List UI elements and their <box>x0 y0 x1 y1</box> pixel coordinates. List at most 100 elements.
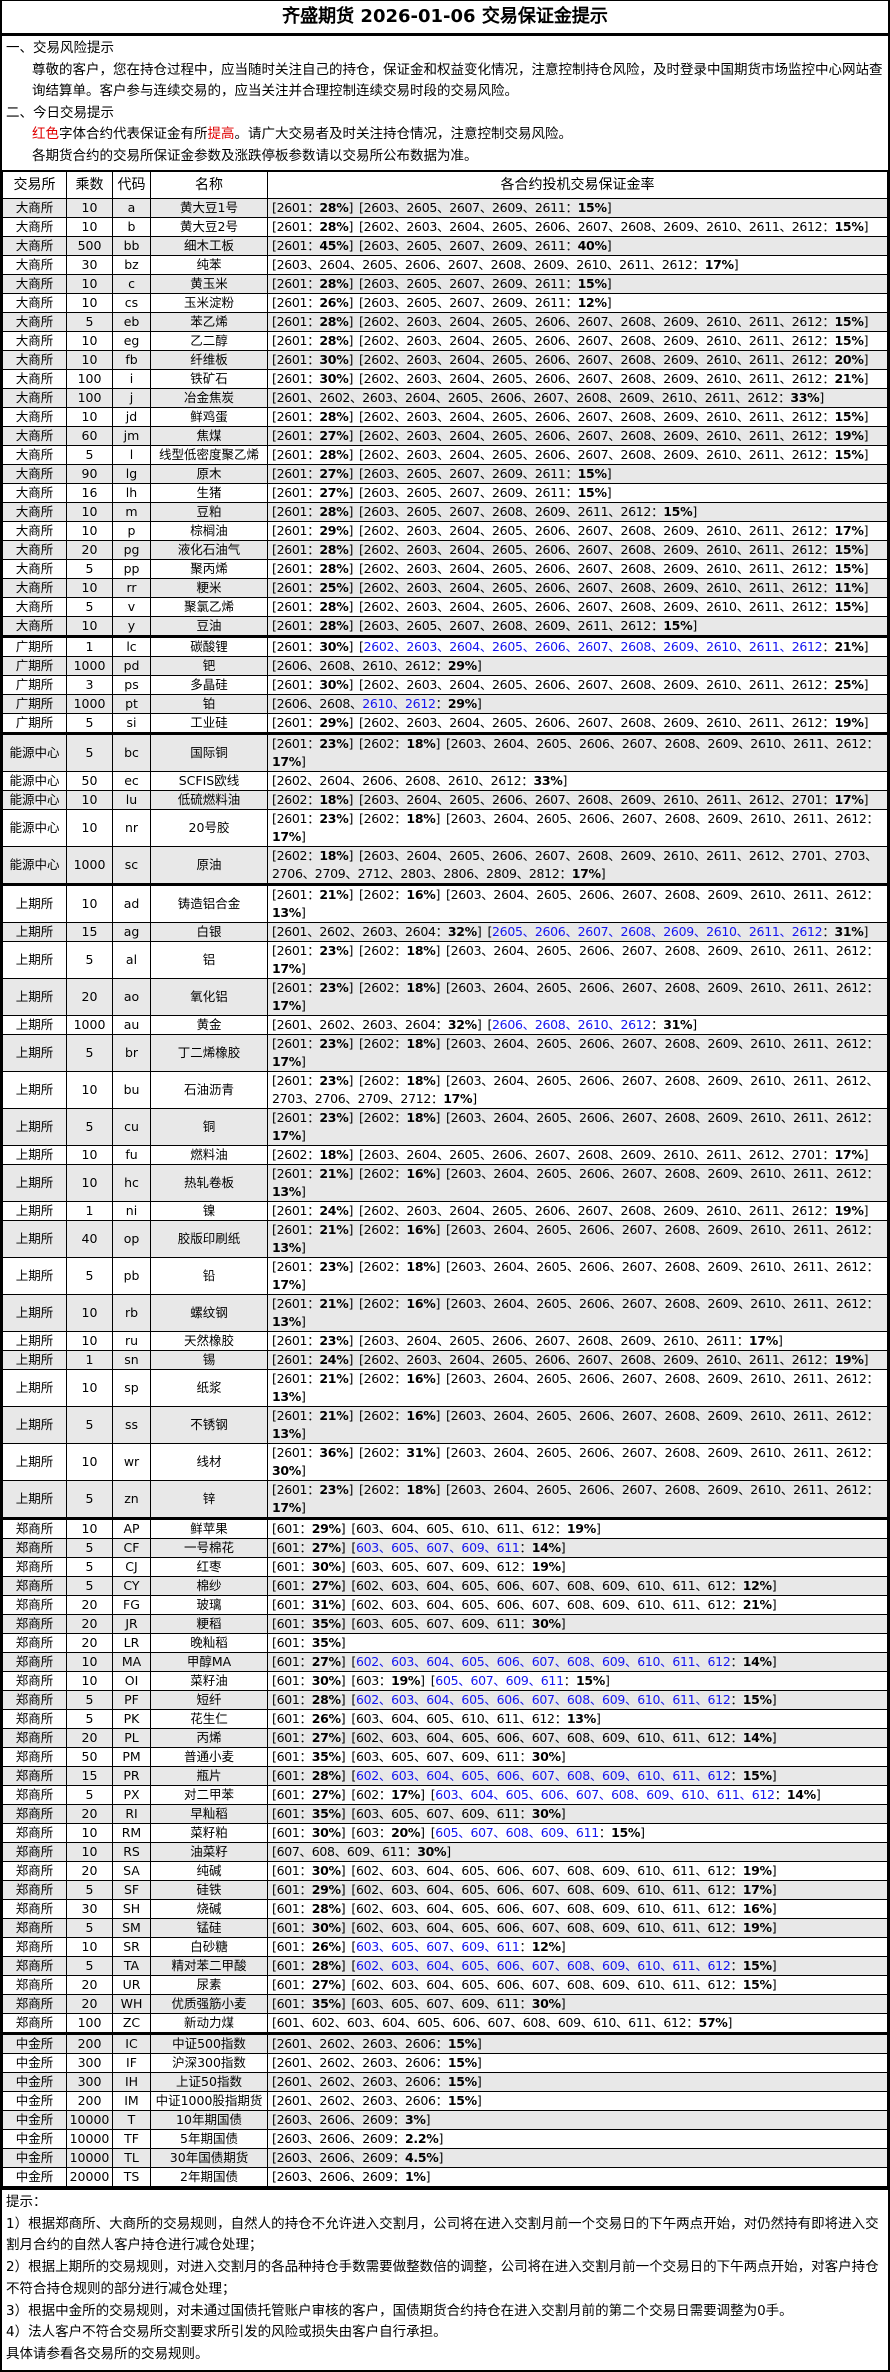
margin-rate-cell: [601：27%] [602、603、604、605、606、607、608、60… <box>267 1576 888 1596</box>
contract-months: 2601 <box>276 504 308 519</box>
name-cell: 聚氯乙烯 <box>150 597 268 617</box>
margin-rate: 25% <box>319 580 349 595</box>
contract-months: 2601 <box>276 542 308 557</box>
multiplier-cell: 16 <box>66 483 113 503</box>
code-cell: i <box>112 369 151 389</box>
contract-months: 2603、2604、2605、2606、2607、2608、2609、2610、… <box>450 1482 867 1497</box>
multiplier-cell: 1000 <box>66 1015 113 1035</box>
margin-rate: 17% <box>272 1128 302 1143</box>
margin-rate: 19% <box>834 1203 864 1218</box>
raised-contract-months: 602、603、604、605、606、607、608、609、610、611、… <box>355 1654 731 1669</box>
contract-months: 2602、2603、2604、2605、2606、2607、2608、2609、… <box>363 523 823 538</box>
margin-rate: 21% <box>742 1597 772 1612</box>
margin-rate: 28% <box>319 409 349 424</box>
name-cell: 20号胶 <box>150 809 268 847</box>
margin-rate: 28% <box>319 200 349 215</box>
code-cell: SH <box>112 1899 151 1919</box>
margin-group: [2603、2606、2609：3%] <box>272 2112 431 2127</box>
section-heading-risk: 一、交易风险提示 <box>6 40 114 56</box>
exchange-cell: 中金所 <box>2 2148 67 2168</box>
code-cell: lc <box>112 635 151 657</box>
contract-months: 2602 <box>363 980 395 995</box>
margin-rate-cell: [601：27%] [602、603、604、605、606、607、608、60… <box>267 1728 888 1748</box>
contract-months: 2603、2605、2607、2609、2611 <box>363 466 566 481</box>
margin-group: [603：19%] <box>351 1673 425 1688</box>
code-cell: TS <box>112 2167 151 2187</box>
contract-months: 2601 <box>276 409 308 424</box>
margin-group: [2603、2604、2605、2606、2607、2608、2609、2610… <box>272 848 878 881</box>
margin-rate: 28% <box>319 447 349 462</box>
margin-rate-cell: [2601：28%] [2603、2605、2607、2608、2609、2611… <box>267 616 888 637</box>
table-row: 大商所 30 bz 纯苯 [2603、2604、2605、2606、2607、2608、… <box>2 255 888 275</box>
margin-rate-cell: [2601：21%] [2602：16%] [2603、2604、2605、2606… <box>267 1164 888 1202</box>
contract-months: 601 <box>276 1920 300 1935</box>
margin-group: [2602、2603、2604、2605、2606、2607、2608、2609… <box>359 352 869 367</box>
margin-rate-cell: [601：28%] [602、603、604、605、606、607、608、60… <box>267 1766 888 1786</box>
exchange-cell: 中金所 <box>2 2129 67 2149</box>
margin-rate: 23% <box>319 980 349 995</box>
exchange-cell: 大商所 <box>2 388 67 408</box>
contract-months: 602、603、604、605、606、607、608、609、610、611、… <box>355 1730 731 1745</box>
contract-months: 607、608、609、611 <box>276 1844 406 1859</box>
contract-months: 601 <box>276 1578 300 1593</box>
margin-group: [601：29%] <box>272 1521 346 1536</box>
name-cell: 菜籽粕 <box>150 1823 268 1843</box>
contract-months: 2602 <box>363 736 395 751</box>
contract-months: 603 <box>355 1673 379 1688</box>
multiplier-cell: 20 <box>66 1595 113 1615</box>
margin-rate: 16% <box>406 1166 436 1181</box>
margin-rate: 29% <box>319 523 349 538</box>
code-cell: v <box>112 597 151 617</box>
table-row: 上期所 10 ru 天然橡胶 [2601：23%] [2603、2604、2605、260… <box>2 1331 888 1351</box>
table-row: 大商所 500 bb 细木工板 [2601：45%] [2603、2605、2607、26… <box>2 236 888 256</box>
multiplier-cell: 1000 <box>66 656 113 676</box>
name-cell: 多晶硅 <box>150 675 268 695</box>
margin-group: [2603、2605、2607、2609、2611：15%] <box>359 276 612 291</box>
margin-group: [602、603、604、605、606、607、608、609、610、611… <box>351 1882 777 1897</box>
name-cell: 优质强筋小麦 <box>150 1994 268 2014</box>
code-cell: IM <box>112 2091 151 2111</box>
margin-group: [602、603、604、605、606、607、608、609、610、611… <box>351 1958 777 1973</box>
table-row: 郑商所 5 SF 硅铁 [601：29%] [602、603、604、605、606、60… <box>2 1880 888 1900</box>
name-cell: 油菜籽 <box>150 1842 268 1862</box>
margin-rate: 28% <box>319 542 349 557</box>
margin-rate: 15% <box>447 2055 477 2070</box>
margin-rate-cell: [2601：21%] [2602：16%] [2603、2604、2605、2606… <box>267 1220 888 1258</box>
margin-group: [601：30%] <box>272 1920 346 1935</box>
code-cell: ss <box>112 1406 151 1444</box>
exchange-cell: 上期所 <box>2 1164 67 1202</box>
contract-months: 601 <box>276 1521 300 1536</box>
code-cell: AP <box>112 1517 151 1539</box>
contract-months: 2602、2603、2604、2605、2606、2607、2608、2609、… <box>363 371 823 386</box>
exchange-cell: 郑商所 <box>2 1709 67 1729</box>
margin-rate: 15% <box>834 219 864 234</box>
exchange-cell: 大商所 <box>2 502 67 522</box>
name-cell: 天然橡胶 <box>150 1331 268 1351</box>
margin-group: [2601、2602、2603、2606：15%] <box>272 2055 482 2070</box>
margin-group: [2603、2604、2605、2606、2607、2608、2609、2610… <box>359 1147 869 1162</box>
code-cell: RM <box>112 1823 151 1843</box>
code-cell: ZC <box>112 2013 151 2034</box>
code-cell: MA <box>112 1652 151 1672</box>
multiplier-cell: 5 <box>66 1918 113 1938</box>
margin-rate: 18% <box>319 792 349 807</box>
name-cell: 棕榈油 <box>150 521 268 541</box>
exchange-cell: 上期所 <box>2 941 67 979</box>
multiplier-cell: 20 <box>66 1728 113 1748</box>
code-cell: bz <box>112 255 151 275</box>
name-cell: 铸造铝合金 <box>150 883 268 923</box>
margin-rate: 30% <box>531 1996 561 2011</box>
margin-rate: 14% <box>742 1730 772 1745</box>
code-cell: TL <box>112 2148 151 2168</box>
margin-rate: 29% <box>319 715 349 730</box>
margin-rate: 19% <box>742 1920 772 1935</box>
margin-group: [2602：16%] <box>359 1371 441 1386</box>
margin-rate: 17% <box>704 257 734 272</box>
margin-group: [601：30%] <box>272 1825 346 1840</box>
table-row: 广期所 1 lc 碳酸锂 [2601：30%] [2602、2603、2604、2605、… <box>2 635 888 657</box>
exchange-cell: 中金所 <box>2 2053 67 2073</box>
margin-rate-cell: [2601：25%] [2602、2603、2604、2605、2606、2607… <box>267 578 888 598</box>
contract-months: 2602、2603、2604、2605、2606、2607、2608、2609、… <box>363 428 823 443</box>
name-cell: 棉纱 <box>150 1576 268 1596</box>
